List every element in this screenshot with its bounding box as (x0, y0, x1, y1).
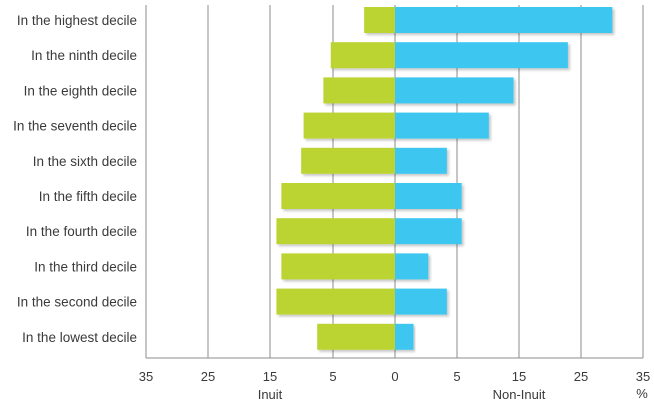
bar-non-inuit (395, 324, 414, 350)
x-tick-label: 5 (453, 369, 460, 384)
bar-inuit (281, 183, 395, 209)
bar-non-inuit (395, 148, 447, 174)
x-tick-labels: 35 25 15 5 0 5 15 25 35 (139, 369, 650, 384)
category-label: In the eighth decile (24, 83, 137, 98)
series-label-inuit: Inuit (258, 387, 283, 402)
category-label: In the lowest decile (22, 330, 137, 345)
x-tick-label: 0 (391, 369, 398, 384)
bar-inuit (323, 77, 395, 103)
x-tick-label: 25 (201, 369, 215, 384)
bar-non-inuit (395, 113, 489, 139)
bar-non-inuit (395, 218, 462, 244)
bar-inuit (304, 113, 395, 139)
bar-inuit (301, 148, 395, 174)
category-label: In the highest decile (17, 13, 137, 28)
category-label: In the ninth decile (31, 48, 137, 63)
category-label: In the third decile (34, 259, 137, 274)
bar-non-inuit (395, 253, 428, 279)
category-label: In the seventh decile (13, 119, 137, 134)
category-label: In the fifth decile (39, 189, 137, 204)
bar-non-inuit (395, 77, 514, 103)
bars (276, 7, 612, 350)
category-label: In the sixth decile (33, 154, 137, 169)
bar-inuit (364, 7, 395, 33)
bar-inuit (276, 289, 395, 315)
bar-inuit (317, 324, 395, 350)
bar-non-inuit (395, 42, 568, 68)
bar-non-inuit (395, 7, 612, 33)
x-tick-label: 35 (139, 369, 153, 384)
category-label: In the fourth decile (26, 224, 137, 239)
category-label: In the second decile (17, 295, 137, 310)
x-tick-label: 25 (574, 369, 588, 384)
x-unit-label: % (636, 386, 648, 401)
x-tick-label: 35 (636, 369, 650, 384)
x-tick-label: 15 (263, 369, 277, 384)
x-tick-label: 5 (329, 369, 336, 384)
series-label-non-inuit: Non-Inuit (493, 387, 546, 402)
bar-inuit (276, 218, 395, 244)
bar-non-inuit (395, 289, 447, 315)
category-labels: In the highest decile In the ninth decile… (13, 13, 137, 345)
bar-inuit (331, 42, 395, 68)
x-tick-label: 15 (512, 369, 526, 384)
series-labels: Inuit Non-Inuit (258, 387, 546, 402)
bar-inuit (281, 253, 395, 279)
bar-non-inuit (395, 183, 462, 209)
